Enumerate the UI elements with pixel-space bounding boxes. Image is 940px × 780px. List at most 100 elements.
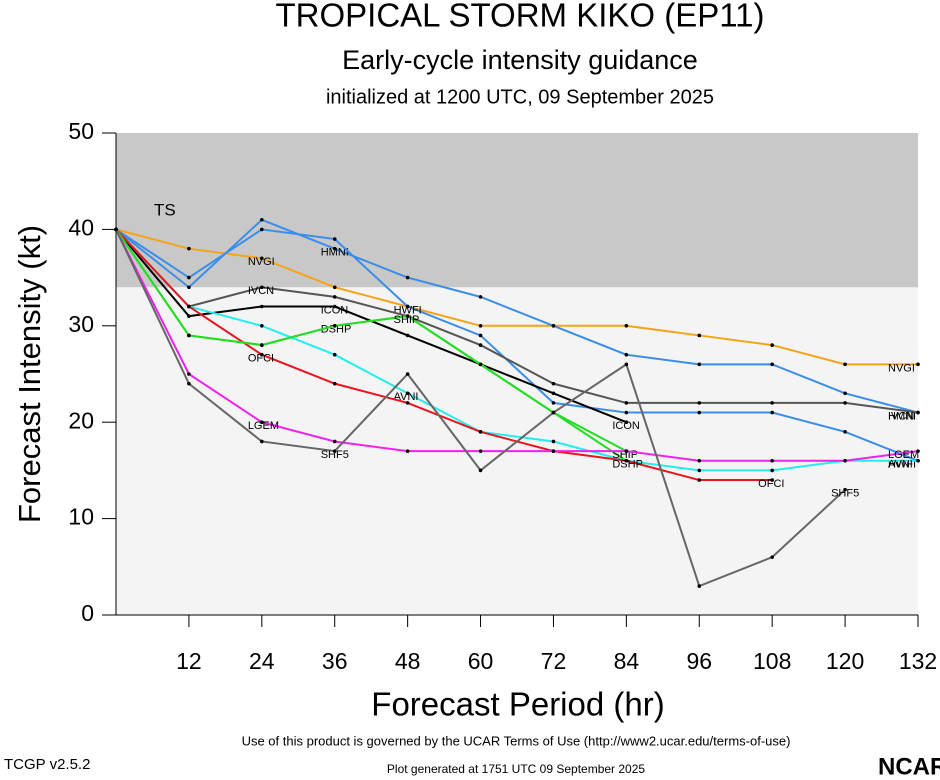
data-point — [770, 410, 774, 415]
data-point — [478, 468, 483, 473]
data-point — [697, 333, 702, 338]
data-point — [332, 304, 337, 309]
series-label: NVGI — [888, 362, 915, 374]
series-label: IVCN — [888, 410, 914, 422]
y-tick-label: 40 — [68, 214, 94, 240]
data-point — [332, 324, 337, 328]
data-point — [332, 449, 337, 453]
data-point — [843, 458, 847, 463]
series-line — [115, 228, 918, 472]
logo: NCAR — [878, 753, 940, 780]
data-point — [260, 304, 264, 309]
init-time: initialized at 1200 UTC, 09 September 20… — [326, 86, 714, 108]
data-point — [478, 324, 483, 328]
data-point — [260, 439, 264, 444]
data-point — [478, 362, 483, 367]
data-point — [697, 478, 702, 482]
data-point — [405, 333, 410, 338]
data-point — [478, 333, 483, 338]
series-line — [115, 228, 773, 482]
x-tick-label: 48 — [395, 648, 421, 674]
data-point — [405, 304, 410, 309]
x-tick-label: 60 — [468, 648, 494, 674]
x-tick-label: 72 — [541, 648, 567, 674]
data-point — [405, 275, 410, 280]
data-point — [260, 285, 264, 290]
data-point — [697, 410, 702, 415]
series-label: SHIP — [394, 314, 420, 326]
series-label: IVCN — [248, 285, 274, 297]
band-label: TS — [154, 200, 176, 219]
series-label: ICON — [612, 420, 640, 432]
data-point — [332, 381, 337, 386]
y-axis-label: Forecast Intensity (kt) — [12, 225, 47, 523]
data-point — [405, 391, 410, 396]
data-point — [843, 391, 847, 396]
data-point — [624, 324, 629, 328]
series-label: DSHP — [612, 459, 643, 471]
data-point — [405, 314, 410, 318]
series-label: LGEM — [248, 420, 279, 432]
data-point — [187, 381, 191, 386]
data-point — [770, 401, 774, 405]
data-point — [187, 333, 191, 338]
data-point — [916, 449, 920, 453]
data-point — [843, 362, 847, 367]
data-point — [405, 449, 410, 453]
data-point — [332, 237, 337, 241]
x-tick-label: 84 — [614, 648, 640, 674]
series-label: SHF5 — [321, 449, 349, 461]
data-point — [551, 410, 556, 415]
data-point — [843, 401, 847, 405]
data-point — [405, 401, 410, 405]
data-point — [916, 362, 920, 367]
y-tick-label: 0 — [81, 600, 94, 626]
data-point — [843, 430, 847, 434]
data-point — [478, 449, 483, 453]
data-point — [916, 458, 920, 463]
data-point — [187, 246, 191, 251]
generated: Plot generated at 1751 UTC 09 September … — [387, 762, 645, 776]
data-point — [114, 227, 118, 232]
data-point — [332, 352, 337, 357]
version: TCGP v2.5.2 — [4, 756, 90, 773]
data-point — [551, 449, 556, 453]
data-point — [260, 217, 264, 222]
series-label: ICON — [321, 304, 349, 316]
data-point — [187, 304, 191, 309]
series-label: OFCI — [758, 478, 784, 490]
data-point — [260, 324, 264, 328]
x-tick-label: 12 — [176, 648, 202, 674]
chart-subtitle: Early-cycle intensity guidance — [342, 45, 698, 75]
data-point — [332, 439, 337, 444]
data-point — [478, 430, 483, 434]
data-point — [624, 410, 629, 415]
data-point — [187, 275, 191, 280]
series-line — [115, 218, 919, 414]
data-point — [624, 458, 629, 463]
series-line — [115, 228, 919, 462]
series-label: OFCI — [248, 353, 274, 365]
data-point — [843, 487, 847, 492]
data-point — [697, 584, 702, 588]
data-point — [260, 343, 264, 347]
data-point — [624, 352, 629, 357]
data-point — [187, 314, 191, 318]
data-point — [770, 555, 774, 559]
series-label: HMNI — [888, 410, 916, 422]
data-point — [478, 295, 483, 299]
data-point — [697, 468, 702, 473]
data-point — [770, 458, 774, 463]
data-point — [770, 362, 774, 367]
series-line — [115, 228, 918, 366]
data-point — [916, 410, 920, 415]
data-point — [187, 285, 191, 290]
data-point — [187, 372, 191, 376]
plot-area: TS 0 10 20 30 40 50 12 24 36 48 60 72 84 96 108 120 132 NV… — [68, 118, 937, 674]
data-point — [551, 439, 556, 444]
data-point — [624, 401, 629, 405]
data-point — [624, 362, 629, 367]
x-tick-label: 96 — [686, 648, 712, 674]
data-point — [551, 391, 556, 396]
data-point — [260, 352, 264, 357]
